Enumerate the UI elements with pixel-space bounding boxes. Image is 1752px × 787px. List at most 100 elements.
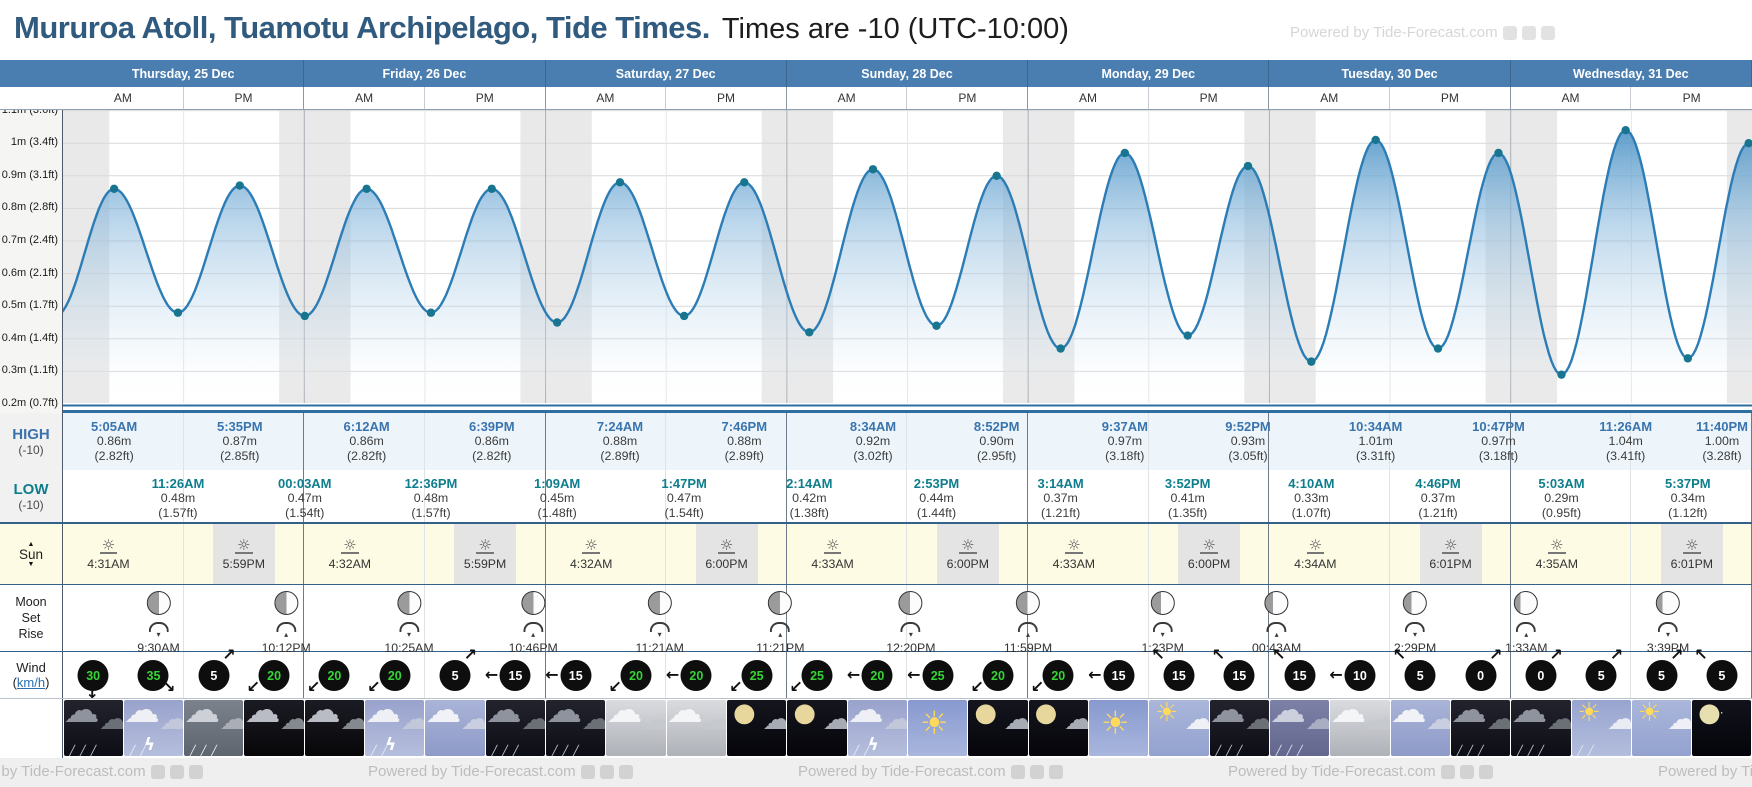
wind-badge: 35 ↘ <box>137 660 175 695</box>
low-tide-height-m: 0.37m <box>1420 491 1456 505</box>
moon-rise-arrow-icon: ▴ <box>1524 630 1529 639</box>
cloud-icon: ☁ <box>1606 702 1631 737</box>
am-column-header: AM <box>1269 87 1391 109</box>
page-title: Mururoa Atoll, Tuamotu Archipelago, Tide… <box>14 10 710 45</box>
wind-direction-arrow-icon: ↗ <box>1549 645 1563 664</box>
wind-badge: 15 ← <box>545 660 592 691</box>
weather-icon-sun: ☀ <box>1088 700 1149 756</box>
cloud-icon: ☁ <box>1365 702 1390 737</box>
low-tide-height-ft: (1.57ft) <box>411 506 451 520</box>
powered-by-footer-text: Powered by Tide-Forecast.com <box>1658 763 1752 780</box>
weather-icon-rain-dark: ☁ ☁ ╱╱╱ <box>1209 700 1269 756</box>
low-tide-height-ft: (1.12ft) <box>1668 506 1708 520</box>
day-header-3: Sunday, 28 Dec <box>787 60 1029 87</box>
moon-set-arrow-icon: ▾ <box>406 630 411 639</box>
high-tide-height-ft: (3.41ft) <box>1606 449 1646 463</box>
am-column-header: AM <box>63 87 184 109</box>
wind-speed-value: 10 <box>1344 660 1376 691</box>
rain-icon: ╱╱ <box>852 745 874 756</box>
moon-phase-icon <box>1514 591 1539 615</box>
low-tide-time: 12:36PM <box>404 476 458 491</box>
moon-time: 11:21PM <box>756 641 805 655</box>
wind-direction-arrow-icon: ↗ <box>463 645 477 664</box>
kmh-link[interactable]: km/h <box>16 675 46 690</box>
sunset-time: 5:59PM <box>222 556 265 571</box>
cloud-icon: ☁ <box>279 702 304 737</box>
high-tide-height-m: 0.86m <box>474 434 509 448</box>
cloud-icon: ☁ <box>1546 702 1571 737</box>
cloud-icon: · · <box>1700 706 1730 720</box>
weather-icon-sun-cloud: ☀ ☁ <box>1631 700 1692 756</box>
sunrise-entry: ☼ 4:32AM <box>560 524 622 584</box>
high-tide-time: 6:39PM <box>469 419 515 434</box>
cloud-icon: ☁ <box>425 700 462 731</box>
cloud-icon: ☁ <box>521 702 546 737</box>
high-tide-height-m: 0.93m <box>1230 434 1266 448</box>
wind-speed-value: 5 <box>1706 660 1738 691</box>
wind-direction-arrow-icon: ↖ <box>1272 645 1286 664</box>
sunset-entry: ☼ 6:00PM <box>1178 524 1241 584</box>
rain-icon: ╱╱╱ <box>490 745 523 756</box>
low-tide-entry: 1:09AM 0.45m (1.48ft) <box>534 476 580 521</box>
moon-time: 10:46PM <box>508 641 558 655</box>
rain-icon: ╱╱╱ <box>551 745 583 756</box>
moon-row-label: Moon Set Rise <box>0 585 63 651</box>
wind-speed-value: 5 <box>198 660 230 691</box>
moon-time: 1:33AM <box>1505 641 1548 655</box>
wind-direction-arrow-icon: ← <box>1088 665 1102 684</box>
wind-badge: 30 ↓ <box>77 660 109 701</box>
low-tide-height-m: 0.44m <box>919 491 954 505</box>
page-header: Mururoa Atoll, Tuamotu Archipelago, Tide… <box>0 0 1752 60</box>
low-tide-time: 2:53PM <box>913 476 960 491</box>
celestial-icon: ● <box>733 700 756 728</box>
cloud-icon: ☁ <box>882 702 907 737</box>
high-tide-height-ft: (3.02ft) <box>853 449 893 463</box>
wind-speed-value: 30 <box>77 660 109 691</box>
wind-speed-value: 20 <box>379 660 411 691</box>
wind-direction-arrow-icon: ← <box>846 665 861 684</box>
pm-column-header: PM <box>1682 91 1701 105</box>
moon-time: 9:30AM <box>137 641 180 655</box>
wind-badge: 25 ← <box>907 660 954 691</box>
sunset-entry: ☼ 6:01PM <box>1419 524 1482 584</box>
moon-time: 10:25AM <box>384 641 434 655</box>
high-tide-time: 10:34AM <box>1348 419 1403 434</box>
powered-by-footer: Powered by Tide-Forecast.com <box>1228 763 1493 780</box>
low-tide-time: 5:03AM <box>1538 476 1585 491</box>
rain-icon: ╱╱╱ <box>1516 745 1549 756</box>
celestial-icon: ☀ <box>1637 700 1662 728</box>
low-tide-height-ft: (1.21ft) <box>1418 506 1458 520</box>
weather-icon-cloud-blue: ☁ ☁ <box>425 700 485 756</box>
high-tide-entry: 10:47PM 0.97m (3.18ft) <box>1472 419 1525 464</box>
sunrise-icon: ☼ <box>582 535 600 554</box>
wind-speed-value: 15 <box>1163 660 1195 691</box>
high-tide-entry: 11:26AM 1.04m (3.41ft) <box>1599 419 1652 464</box>
cloud-icon: ☁ <box>1063 702 1088 737</box>
sunset-entry: ☼ 6:00PM <box>695 524 758 584</box>
weather-icon-moon-cloud: ● ☁ <box>787 700 847 756</box>
powered-by-footer-text: Powered by Tide-Forecast.com <box>1228 763 1436 780</box>
sunset-arrow-icon: ▼ <box>27 560 35 568</box>
weather-icon-thunder: ☁ ☁ ╱╱ ϟ <box>123 700 184 756</box>
moon-time: 11:21AM <box>635 641 684 655</box>
high-tide-height-ft: (2.95ft) <box>977 449 1017 463</box>
wind-speed-value: 0 <box>1525 660 1557 691</box>
powered-by-header[interactable]: Powered by Tide-Forecast.com <box>1290 24 1555 41</box>
high-tide-height-m: 0.97m <box>1107 434 1143 448</box>
low-tide-height-m: 0.41m <box>1170 491 1205 505</box>
moon-phase-icon <box>1264 591 1289 615</box>
weather-icon-overcast: ☁ ☁ <box>666 700 727 756</box>
wind-badge: 10 ← <box>1329 660 1376 691</box>
wind-direction-arrow-icon: ↙ <box>246 677 261 696</box>
cloud-icon: ☁ <box>365 700 402 731</box>
moon-set-arrow-icon: ▾ <box>1160 630 1165 639</box>
cloud-icon: ☁ <box>1450 700 1487 731</box>
wind-speed-value: 15 <box>1103 660 1135 691</box>
day-header-row: Thursday, 25 Dec Friday, 26 Dec Saturday, … <box>0 60 1752 87</box>
low-tide-height-ft: (1.21ft) <box>1041 506 1081 520</box>
weather-icon-moon-cloud: ● ☁ <box>968 700 1028 756</box>
sunrise-icon: ☼ <box>1065 535 1083 554</box>
moon-set-entry: ▾ 3:39PM <box>1647 591 1689 655</box>
wind-speed-value: 15 <box>1223 660 1255 691</box>
wind-direction-arrow-icon: ↓ <box>85 683 100 702</box>
